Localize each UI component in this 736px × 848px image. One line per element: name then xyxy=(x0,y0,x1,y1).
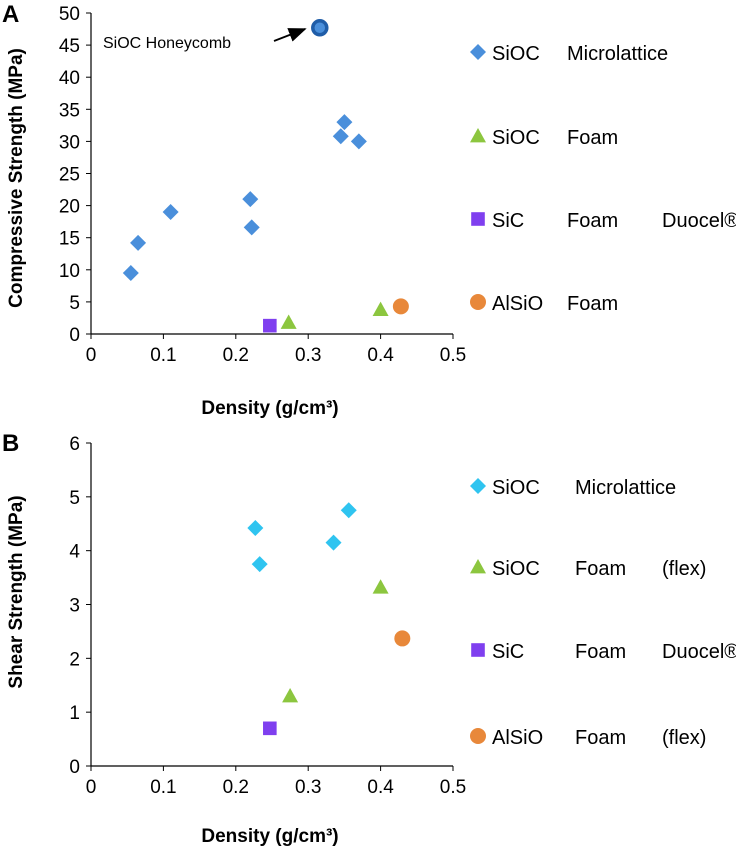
legend-marker xyxy=(470,44,486,60)
legend-marker xyxy=(470,128,486,143)
data-point-sioc-microlattice xyxy=(332,128,349,145)
panel-a-legend: SiOC Microlattice SiOC Foam SiC Foam Duocel® Al… xyxy=(470,43,736,315)
legend-label: Foam xyxy=(567,210,618,232)
data-point-alsio-foam xyxy=(392,298,409,315)
panel-b-x-axis-label: Density (g/cm³) xyxy=(201,826,338,847)
legend-label: Foam xyxy=(567,293,618,315)
panel-a-letter: A xyxy=(2,1,19,28)
legend-label: (flex) xyxy=(662,727,706,749)
y-tick-label: 45 xyxy=(59,36,80,57)
data-point-sioc-microlattice xyxy=(162,204,179,221)
legend-label: (flex) xyxy=(662,558,706,580)
data-point-sioc-microlattice xyxy=(243,219,260,236)
x-tick-label: 0.5 xyxy=(440,345,466,366)
y-tick-label: 5 xyxy=(69,293,80,314)
panel-b-axes xyxy=(90,443,453,767)
panel-b-data-points xyxy=(247,502,411,736)
panel-a-axes xyxy=(90,13,453,335)
y-tick-label: 50 xyxy=(59,4,80,25)
data-point-sioc-foam-flex- xyxy=(372,579,389,594)
data-point-sioc-microlattice xyxy=(325,534,342,551)
y-tick-label: 2 xyxy=(69,649,80,670)
panel-a-y-axis-label: Compressive Strength (MPa) xyxy=(6,48,27,308)
x-tick-label: 0.4 xyxy=(367,345,394,366)
legend-label: Microlattice xyxy=(567,43,668,65)
panel-a-annotation: SiOC Honeycomb xyxy=(103,28,307,52)
legend-label: Foam xyxy=(575,558,626,580)
legend-label: Duocel® xyxy=(662,210,736,232)
data-point-alsio-foam-flex- xyxy=(394,630,411,647)
y-tick-label: 6 xyxy=(69,434,80,455)
honeycomb-annotation-arrow xyxy=(273,28,307,42)
legend-marker xyxy=(470,294,486,310)
y-tick-label: 5 xyxy=(69,488,80,509)
legend-label: SiC xyxy=(492,641,524,663)
legend-marker xyxy=(471,212,485,226)
data-point-sioc-microlattice xyxy=(130,234,147,251)
panel-a: A 0 0.1 0.2 0.3 0.4 0.5 0 5 10 15 20 25 30 35 40 45 50 D… xyxy=(2,1,736,419)
y-tick-label: 0 xyxy=(69,757,80,778)
data-point-sioc-honeycomb xyxy=(311,19,329,37)
y-tick-label: 40 xyxy=(59,68,80,89)
legend-label: Foam xyxy=(575,641,626,663)
honeycomb-annotation-label: SiOC Honeycomb xyxy=(103,35,231,52)
x-tick-label: 0.1 xyxy=(150,345,176,366)
data-point-sioc-microlattice xyxy=(247,520,264,537)
data-point-sioc-microlattice xyxy=(336,114,353,131)
legend-label: SiC xyxy=(492,210,524,232)
x-tick-label: 0.1 xyxy=(150,777,176,798)
data-point-sioc-microlattice xyxy=(122,265,139,282)
panel-b-letter: B xyxy=(2,430,19,457)
x-tick-label: 0.2 xyxy=(223,345,249,366)
y-tick-label: 35 xyxy=(59,100,80,121)
panel-a-ticks: 0 0.1 0.2 0.3 0.4 0.5 0 5 10 15 20 25 30 35 40 45 50 xyxy=(59,4,466,366)
data-point-sioc-microlattice xyxy=(340,502,357,519)
data-point-sioc-foam-flex- xyxy=(282,688,299,703)
y-tick-label: 25 xyxy=(59,165,80,186)
panel-b: B 0 0.1 0.2 0.3 0.4 0.5 0 1 2 3 4 5 6 Density (g/cm³… xyxy=(2,430,736,847)
legend-label: Foam xyxy=(575,727,626,749)
x-tick-label: 0 xyxy=(86,345,97,366)
panel-b-legend: SiOC Microlattice SiOC Foam (flex) SiC Foam Duo… xyxy=(470,477,736,749)
x-tick-label: 0.2 xyxy=(223,777,249,798)
legend-label: AlSiO xyxy=(492,293,543,315)
x-tick-label: 0.3 xyxy=(295,777,321,798)
y-tick-label: 30 xyxy=(59,132,80,153)
legend-label: Foam xyxy=(567,127,618,149)
legend-label: Microlattice xyxy=(575,477,676,499)
panel-b-ticks: 0 0.1 0.2 0.3 0.4 0.5 0 1 2 3 4 5 6 xyxy=(69,434,466,798)
x-tick-label: 0.4 xyxy=(367,777,394,798)
legend-label: SiOC xyxy=(492,558,540,580)
legend-label: Duocel® xyxy=(662,641,736,663)
x-tick-label: 0.3 xyxy=(295,345,321,366)
data-point-sioc-microlattice xyxy=(350,133,367,150)
y-tick-label: 1 xyxy=(69,703,80,724)
x-tick-label: 0 xyxy=(86,777,97,798)
data-point-sioc-foam xyxy=(280,314,297,329)
data-point-sioc-microlattice xyxy=(251,556,268,573)
data-point-sic-foam-duocel- xyxy=(263,318,277,333)
y-tick-label: 4 xyxy=(69,542,80,563)
data-point-sic-foam-duocel- xyxy=(263,721,277,736)
legend-marker xyxy=(470,728,486,744)
legend-marker xyxy=(470,478,486,494)
panel-b-y-axis-label: Shear Strength (MPa) xyxy=(6,495,27,688)
y-tick-label: 10 xyxy=(59,261,80,282)
legend-label: AlSiO xyxy=(492,727,543,749)
legend-marker xyxy=(470,559,486,574)
y-tick-label: 20 xyxy=(59,197,80,218)
legend-label: SiOC xyxy=(492,127,540,149)
data-point-sioc-microlattice xyxy=(242,191,259,208)
legend-label: SiOC xyxy=(492,477,540,499)
legend-marker xyxy=(471,643,485,657)
panel-a-x-axis-label: Density (g/cm³) xyxy=(201,398,338,419)
y-tick-label: 3 xyxy=(69,596,80,617)
data-point-sioc-foam xyxy=(372,301,389,317)
y-tick-label: 0 xyxy=(69,325,80,346)
legend-label: SiOC xyxy=(492,43,540,65)
y-tick-label: 15 xyxy=(59,229,80,250)
x-tick-label: 0.5 xyxy=(440,777,466,798)
panel-a-data-points xyxy=(122,19,409,333)
